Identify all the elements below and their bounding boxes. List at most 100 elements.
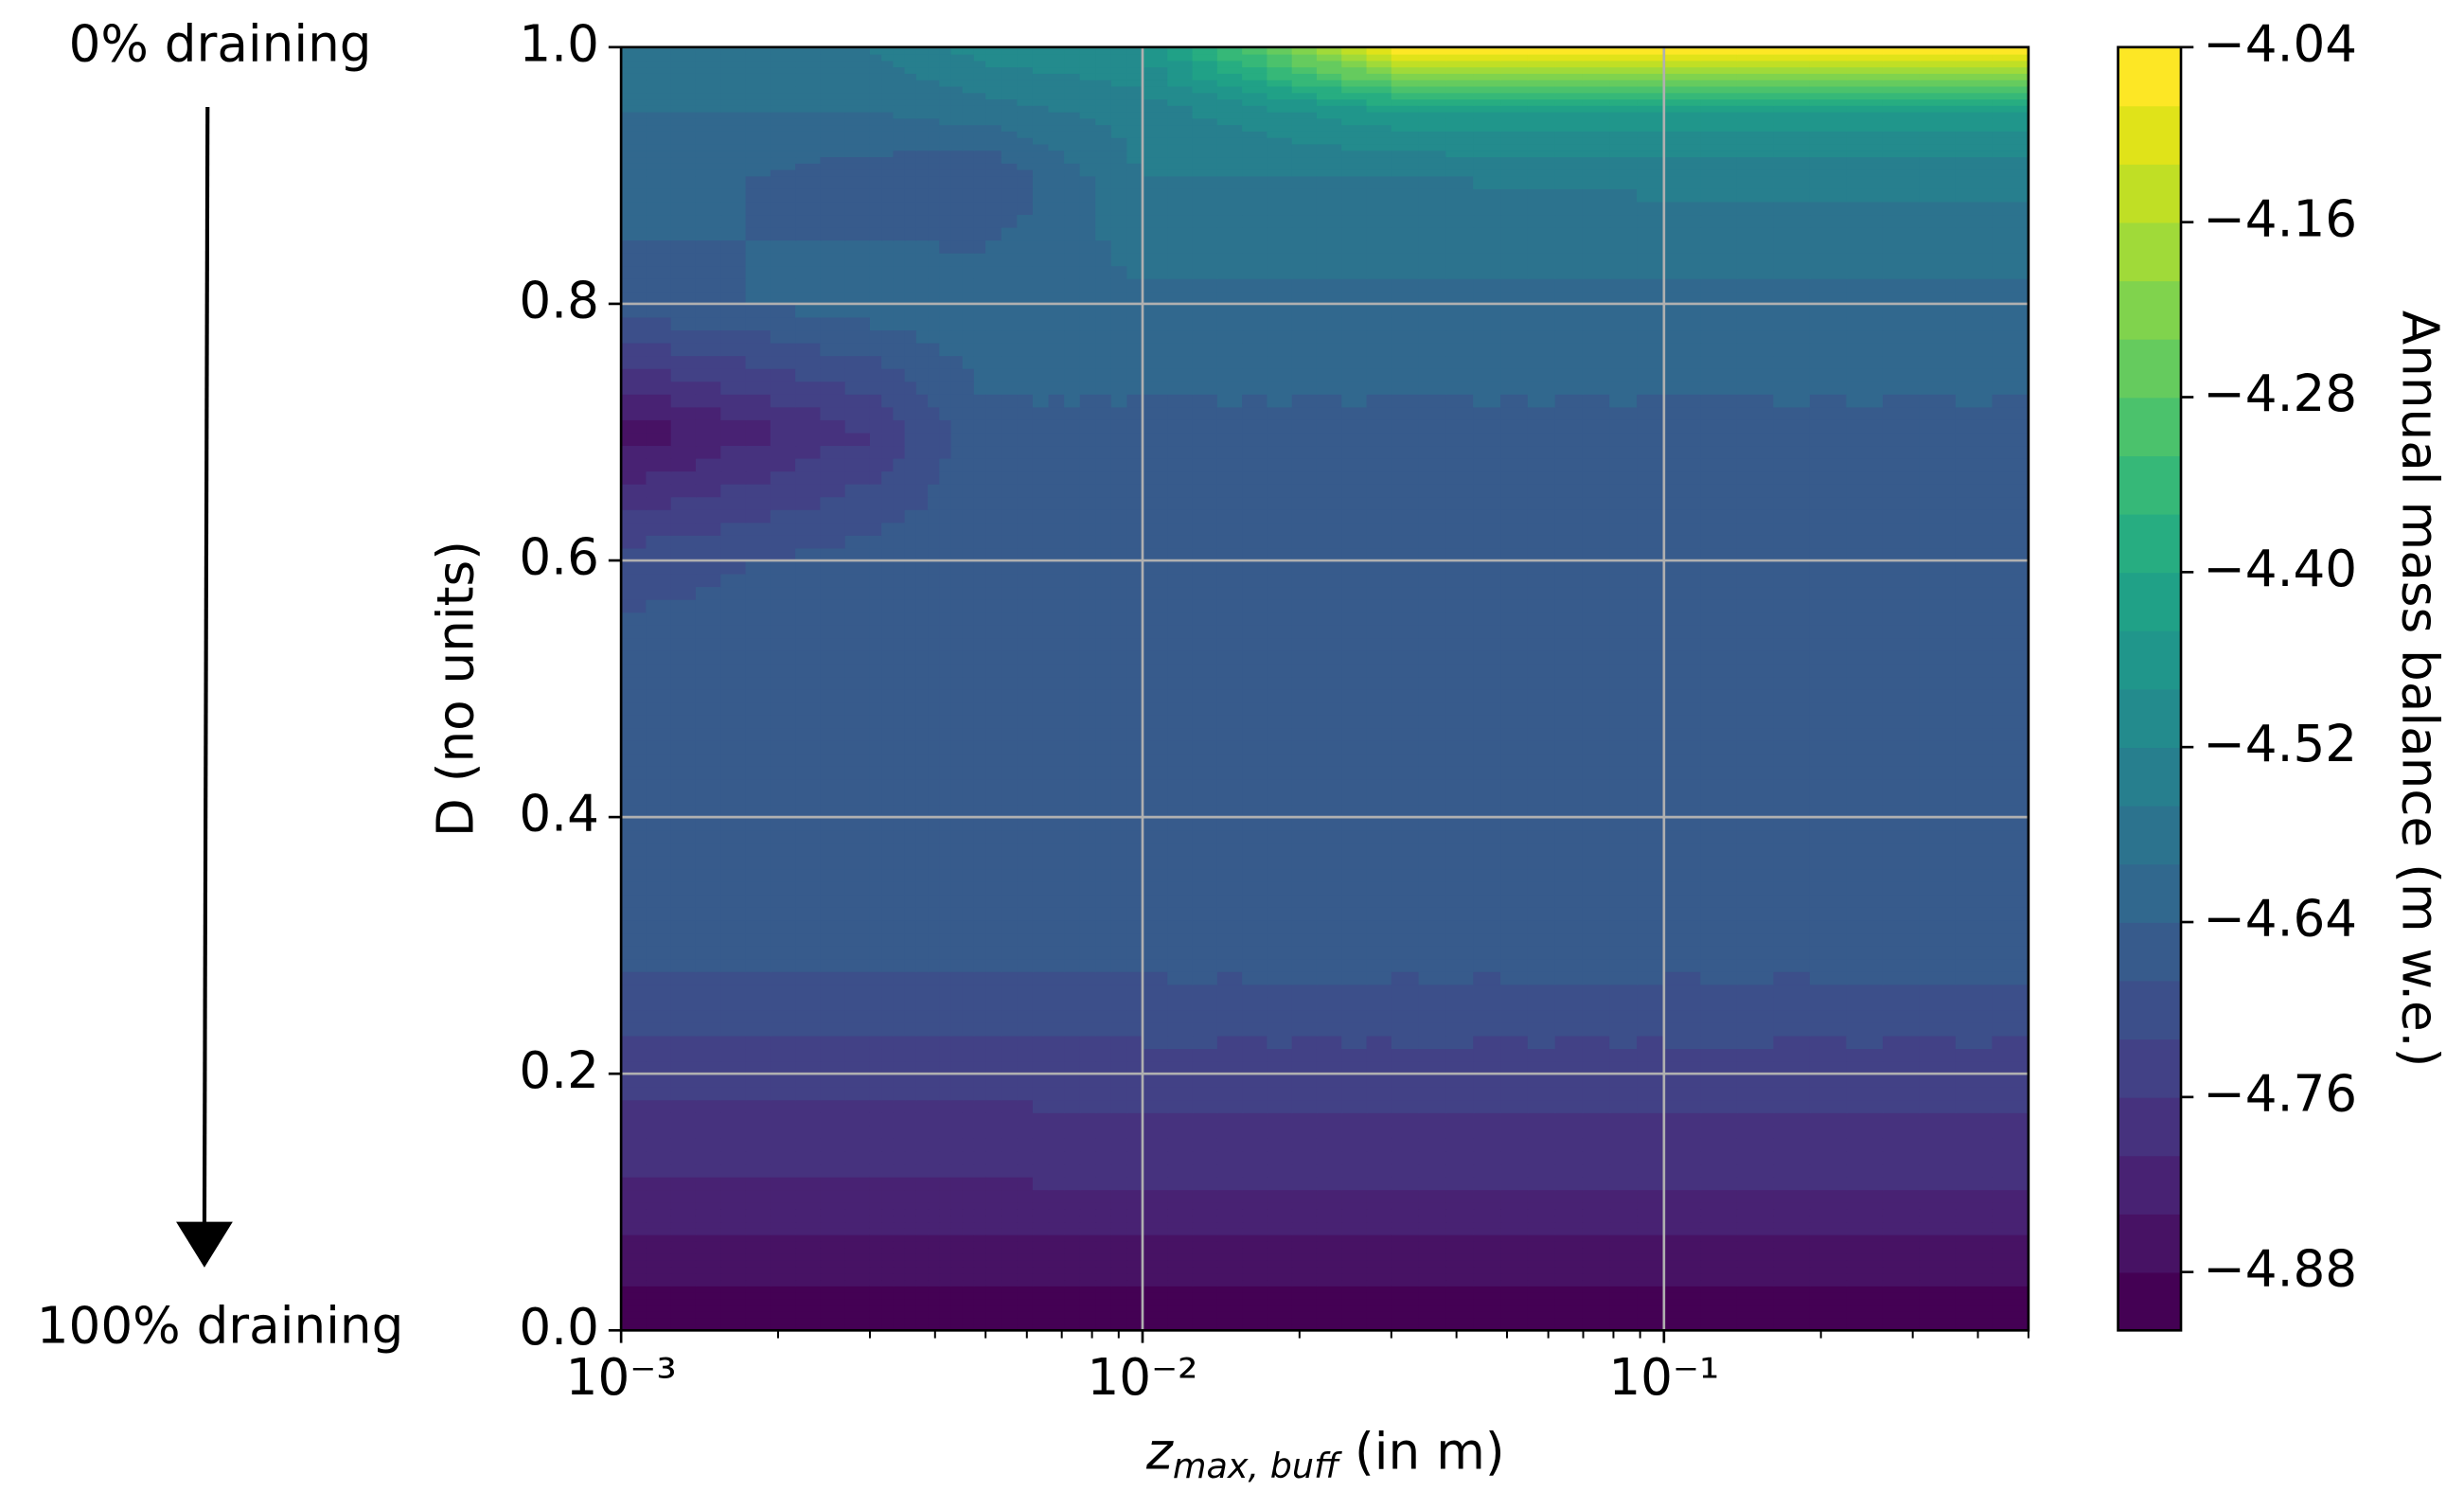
contour-cell (1142, 612, 1169, 626)
contour-cell (795, 1099, 822, 1113)
contour-cell (844, 843, 871, 857)
contour-cell (1291, 1060, 1318, 1075)
contour-cell (1079, 1208, 1097, 1216)
contour-cell (1216, 1221, 1244, 1229)
contour-cell (795, 1189, 822, 1203)
contour-cell (820, 406, 846, 420)
contour-cell (962, 432, 975, 447)
contour-cell (985, 753, 1002, 767)
contour-cell (1366, 1215, 1392, 1223)
contour-cell (646, 1272, 672, 1281)
contour-cell (973, 547, 987, 562)
contour-cell (985, 534, 1002, 549)
contour-cell (1955, 560, 1994, 575)
contour-cell (915, 688, 930, 703)
contour-cell (1316, 855, 1343, 870)
contour-cell (1554, 1137, 1584, 1152)
contour-cell (1554, 1298, 1584, 1306)
contour-cell (1192, 1285, 1218, 1293)
contour-cell (915, 624, 930, 639)
contour-cell (1366, 984, 1392, 998)
contour-cell (646, 598, 672, 613)
contour-cell (1095, 1221, 1112, 1229)
contour-cell (1582, 1099, 1611, 1113)
contour-cell (1473, 649, 1502, 665)
contour-cell (1663, 868, 1702, 882)
contour-cell (646, 637, 672, 651)
contour-cell (720, 688, 747, 703)
contour-cell (904, 1189, 917, 1203)
contour-cell (928, 739, 941, 754)
contour-cell (1773, 868, 1811, 882)
contour-cell (1366, 727, 1392, 741)
contour-cell (1919, 1111, 1957, 1127)
contour-cell (1955, 1176, 1994, 1191)
contour-cell (869, 1163, 883, 1178)
contour-cell (1064, 880, 1081, 896)
contour-cell (1736, 1208, 1775, 1216)
contour-cell (1267, 676, 1293, 690)
contour-cell (915, 753, 930, 767)
contour-cell (985, 894, 1002, 908)
contour-cell (1418, 1234, 1447, 1242)
contour-cell (950, 1259, 964, 1268)
contour-cell (844, 483, 871, 498)
contour-cell (1992, 778, 2030, 792)
contour-cell (985, 1048, 1002, 1062)
contour-cell (1445, 586, 1475, 600)
contour-cell (1773, 1259, 1811, 1268)
contour-cell (1032, 791, 1050, 806)
contour-cell (962, 945, 975, 960)
contour-cell (1919, 445, 1957, 459)
contour-cell (962, 612, 975, 626)
contour-cell (1110, 1221, 1128, 1229)
contour-cell (1391, 970, 1420, 985)
contour-cell (1079, 1221, 1097, 1229)
contour-cell (820, 445, 846, 459)
contour-cell (1500, 508, 1529, 524)
contour-cell (1445, 1189, 1475, 1203)
contour-cell (1110, 1227, 1128, 1235)
contour-cell (1110, 1176, 1128, 1191)
contour-cell (1773, 1111, 1811, 1127)
contour-cell (1500, 1099, 1529, 1113)
contour-cell (1110, 970, 1128, 985)
contour-cell (1216, 791, 1244, 806)
contour-cell (745, 727, 771, 741)
contour-cell (928, 868, 941, 882)
contour-cell (745, 1310, 771, 1319)
contour-cell (893, 1201, 906, 1210)
contour-cell (1445, 1176, 1475, 1191)
contour-cell (904, 522, 917, 536)
contour-cell (1637, 1310, 1665, 1319)
contour-cell (1001, 534, 1019, 549)
contour-cell (844, 1060, 871, 1075)
contour-cell (1391, 817, 1420, 831)
contour-cell (745, 418, 771, 434)
contour-cell (1773, 1227, 1811, 1235)
contour-cell (1291, 1048, 1318, 1062)
contour-cell (720, 880, 747, 896)
contour-cell (1500, 1305, 1529, 1312)
contour-cell (646, 1021, 672, 1037)
contour-cell (928, 367, 941, 382)
contour-cell (985, 945, 1002, 960)
contour-cell (1500, 1310, 1529, 1319)
contour-cell (1095, 547, 1112, 562)
contour-cell (1445, 1150, 1475, 1165)
contour-cell (1955, 701, 1994, 716)
contour-cell (1473, 1234, 1502, 1242)
contour-cell (962, 534, 975, 549)
contour-cell (939, 445, 952, 459)
contour-cell (1992, 688, 2030, 703)
contour-cell (904, 714, 917, 729)
contour-cell (1809, 598, 1848, 613)
contour-cell (1192, 1305, 1218, 1312)
contour-cell (1582, 1240, 1611, 1249)
contour-cell (1773, 508, 1811, 524)
contour-cell (1366, 1189, 1392, 1203)
contour-cell (770, 855, 797, 870)
contour-cell (695, 316, 722, 331)
contour-cell (1500, 1227, 1529, 1235)
contour-cell (1032, 1279, 1050, 1287)
